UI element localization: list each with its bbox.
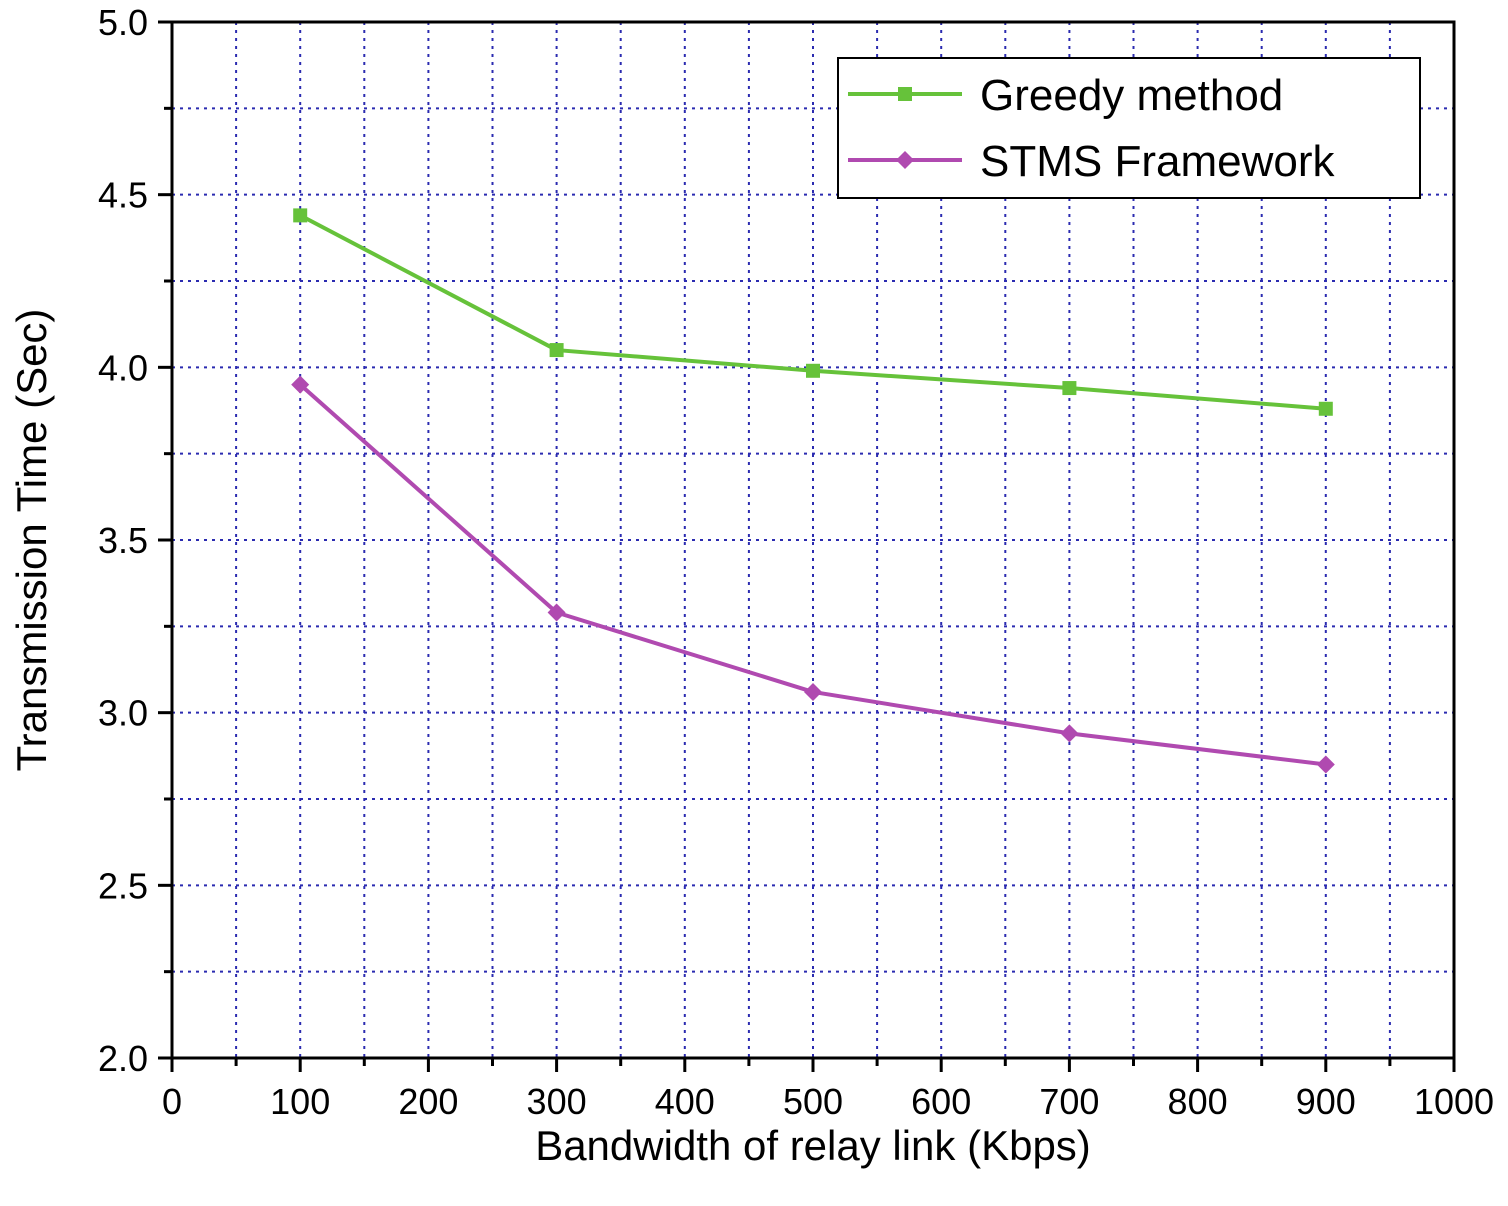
x-axis-title: Bandwidth of relay link (Kbps): [535, 1122, 1091, 1169]
data-point-greedy-method: [806, 363, 820, 378]
x-tick-label: 700: [1039, 1081, 1099, 1122]
legend: Greedy method STMS Framework: [837, 57, 1421, 199]
legend-swatch-marker: [896, 151, 914, 169]
x-tick-label: 900: [1296, 1081, 1356, 1122]
legend-box: [837, 57, 1421, 199]
y-axis-title: Transmission Time (Sec): [8, 309, 55, 772]
x-tick-label: 800: [1168, 1081, 1228, 1122]
legend-item-greedy-method: Greedy method: [848, 71, 1283, 120]
x-tick-label: 300: [527, 1081, 587, 1122]
x-tick-label: 200: [398, 1081, 458, 1122]
series-lines: [291, 208, 1335, 774]
x-tick-label: 1000: [1414, 1081, 1494, 1122]
y-tick-label: 5.0: [98, 2, 148, 43]
y-tick-label: 3.0: [98, 693, 148, 734]
x-tick-labels: 0 100 200 300 400 500 600 700 800 900 1000: [162, 1081, 1494, 1122]
legend-label: Greedy method: [980, 71, 1283, 120]
data-point-greedy-method: [293, 208, 308, 223]
data-point-stms-framework: [1316, 755, 1335, 774]
y-tick-label: 3.5: [98, 520, 148, 561]
x-tick-label: 600: [911, 1081, 971, 1122]
x-tick-label: 100: [270, 1081, 330, 1122]
x-tick-label: 400: [655, 1081, 715, 1122]
data-point-stms-framework: [291, 375, 310, 394]
x-tick-label: 500: [783, 1081, 843, 1122]
legend-item-stms-framework: STMS Framework: [848, 137, 1335, 186]
data-point-stms-framework: [547, 603, 566, 622]
data-point-greedy-method: [1318, 401, 1333, 416]
series-stms-framework: [291, 375, 1335, 774]
data-point-greedy-method: [549, 343, 564, 358]
data-point-greedy-method: [1062, 381, 1077, 396]
y-tick-label: 4.5: [98, 175, 148, 216]
y-tick-label: 2.0: [98, 1038, 148, 1079]
x-tick-label: 0: [162, 1081, 182, 1122]
axis-ticks: [158, 20, 1456, 1072]
legend-label: STMS Framework: [980, 137, 1335, 186]
y-tick-label: 4.0: [98, 347, 148, 388]
y-tick-label: 2.5: [98, 865, 148, 906]
data-point-stms-framework: [1060, 724, 1079, 743]
legend-swatch-marker: [898, 87, 912, 101]
data-point-stms-framework: [804, 682, 822, 701]
series-greedy-method: [293, 208, 1333, 416]
y-tick-labels: 2.0 2.5 3.0 3.5 4.0 4.5 5.0: [98, 2, 148, 1079]
